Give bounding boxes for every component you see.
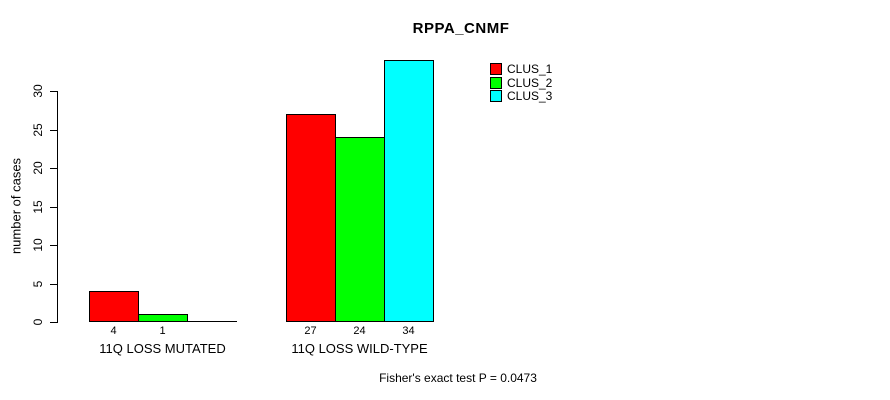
legend-label: CLUS_2 <box>507 76 553 90</box>
y-axis-tick-label: 0 <box>31 318 45 326</box>
legend-swatch-clus-2 <box>490 77 502 89</box>
y-axis-tick <box>50 207 57 208</box>
y-axis-tick-label: 10 <box>31 238 45 252</box>
y-axis-tick-label: 5 <box>31 280 45 288</box>
y-axis-tick-label: 15 <box>31 200 45 214</box>
y-axis-line <box>57 91 58 323</box>
legend-swatch-clus-3 <box>490 90 502 102</box>
bar-value-label: 34 <box>402 325 415 337</box>
bar-value-label: 27 <box>304 325 317 337</box>
y-axis-title: number of cases <box>8 157 24 255</box>
legend-label: CLUS_1 <box>507 62 553 76</box>
y-axis-tick <box>50 91 57 92</box>
y-axis-tick <box>50 322 57 323</box>
chart-title: RPPA_CNMF <box>412 20 510 37</box>
legend-swatch-clus-1 <box>490 63 502 75</box>
bar-clus-2-group-1 <box>138 314 188 322</box>
bar-value-label: 1 <box>159 325 166 337</box>
x-axis-category-label-1: 11Q LOSS MUTATED <box>99 341 226 356</box>
legend-label: CLUS_3 <box>507 89 553 103</box>
bar-clus-1-group-1 <box>89 291 139 322</box>
bar-value-label: 4 <box>110 325 117 337</box>
y-axis-tick-label: 20 <box>31 161 45 175</box>
y-axis-tick-label: 25 <box>31 123 45 137</box>
bar-clus-2-group-2 <box>335 137 385 322</box>
y-axis-tick <box>50 168 57 169</box>
y-axis-tick <box>50 284 57 285</box>
y-axis-tick-label: 30 <box>31 84 45 98</box>
bar-clus-3-group-1-zero <box>187 321 237 322</box>
y-axis-tick <box>50 130 57 131</box>
bar-value-label: 24 <box>353 325 366 337</box>
x-axis-category-label-2: 11Q LOSS WILD-TYPE <box>291 341 428 356</box>
bar-clus-1-group-2 <box>286 114 336 322</box>
y-axis-tick <box>50 245 57 246</box>
bar-clus-3-group-2 <box>384 60 434 322</box>
fisher-test-note: Fisher's exact test P = 0.0473 <box>379 371 537 385</box>
